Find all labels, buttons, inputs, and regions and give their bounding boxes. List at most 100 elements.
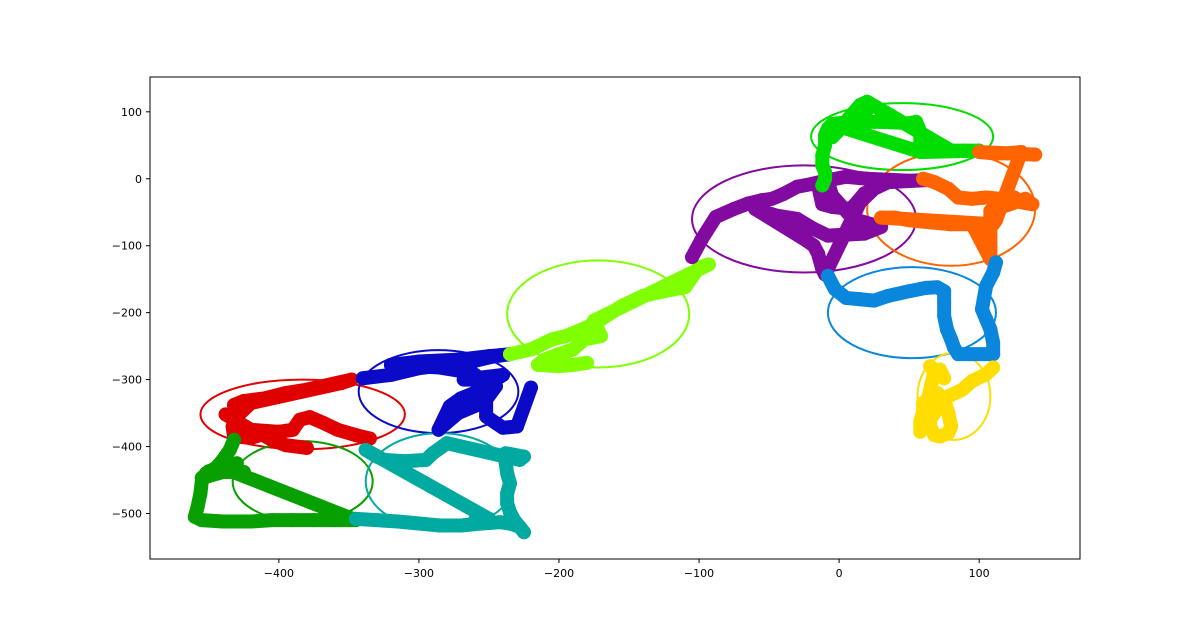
y-tick-label: −400 <box>112 441 142 454</box>
series-2-point-18 <box>530 357 545 372</box>
series-3-point-13 <box>902 173 917 188</box>
series-3-point-31 <box>748 201 763 216</box>
series-1-point-24 <box>479 392 494 407</box>
series-4-point-28 <box>930 143 945 158</box>
y-tick-label: −200 <box>112 307 142 320</box>
series-3-point-1 <box>694 232 709 247</box>
series-2-point-15 <box>565 342 580 357</box>
series-3-point-8 <box>790 179 805 194</box>
series-6-point-21 <box>979 278 994 293</box>
series-4-point-10 <box>874 114 889 129</box>
series-3-point-0 <box>685 250 700 265</box>
series-9-point-21 <box>439 436 454 451</box>
series-2-point-21 <box>579 355 594 370</box>
series-4-point-24 <box>944 143 959 158</box>
series-1-point-28 <box>509 419 524 434</box>
series-0-point-3 <box>255 427 270 442</box>
series-9-point-20 <box>512 452 527 467</box>
x-tick-label: −100 <box>684 567 714 580</box>
series-5-point-29 <box>1028 147 1043 162</box>
series-4-point-21 <box>825 130 840 145</box>
series-7-point-23 <box>923 359 938 374</box>
series-5-point-13 <box>983 228 998 243</box>
y-axis: −500 −400 −300 −200 −100 0 100 <box>112 106 150 520</box>
series-0-point-25 <box>330 422 345 437</box>
series-6-ellipse <box>826 266 997 360</box>
series-0-point-11 <box>278 385 293 400</box>
series-0-point-16 <box>243 396 258 411</box>
series-1-point-29 <box>523 380 538 395</box>
series-5-point-6 <box>993 191 1008 206</box>
series-6-point-15 <box>951 347 966 362</box>
x-tick-label: −400 <box>264 567 294 580</box>
series-6-point-20 <box>974 302 989 317</box>
series-3-point-38 <box>867 181 882 196</box>
x-tick-label: −200 <box>544 567 574 580</box>
series-1-point-11 <box>432 360 447 375</box>
series-5-point-10 <box>1018 191 1033 206</box>
series-3-point-37 <box>853 195 868 210</box>
series-4-point-3 <box>815 158 830 173</box>
series-6-point-4 <box>867 293 882 308</box>
series-7-point-12 <box>944 419 959 434</box>
series-7-point-19 <box>913 424 928 439</box>
series-6-point-0 <box>820 268 835 283</box>
series-9-point-4 <box>432 518 447 533</box>
series-0-point-13 <box>320 377 335 392</box>
series-6-point-1 <box>827 282 842 297</box>
series-8-point-14 <box>306 513 321 528</box>
series-0-point-15 <box>334 375 349 390</box>
series-8-point-12 <box>264 513 279 528</box>
series-1-point-25 <box>479 409 494 424</box>
series-1-point-0 <box>355 371 370 386</box>
series-9-point-3 <box>411 516 426 531</box>
series-0-point-17 <box>229 409 244 424</box>
series-8-point-21 <box>201 464 216 479</box>
series-4-point-13 <box>913 124 928 139</box>
series-1-point-17 <box>453 391 468 406</box>
y-tick-label: −300 <box>112 374 142 387</box>
series-8-point-1 <box>222 442 237 457</box>
series-4-point-27 <box>916 144 931 159</box>
series-2-point-0 <box>502 347 517 362</box>
plot-frame <box>149 76 1081 560</box>
series-9-point-28 <box>481 511 496 526</box>
series-9-point-2 <box>390 514 405 529</box>
series-5-point-22 <box>874 210 889 225</box>
series-9-point-5 <box>453 518 468 533</box>
series-2-point-1 <box>523 342 538 357</box>
series-1-point-1 <box>383 367 398 382</box>
series-2-point-9 <box>678 280 693 295</box>
series-6-point-7 <box>918 280 933 295</box>
series-2-point-16 <box>551 347 566 362</box>
series-6-point-11 <box>937 308 952 323</box>
series-1-point-15 <box>495 367 510 382</box>
series-6-point-17 <box>986 335 1001 350</box>
series-3-point-32 <box>797 232 812 247</box>
series-6-point-2 <box>839 290 854 305</box>
series-2-point-2 <box>544 332 559 347</box>
series-3-point-2 <box>708 209 723 224</box>
series-5-point-20 <box>902 213 917 228</box>
series-3-point-28 <box>806 221 821 236</box>
series-5-point-21 <box>888 210 903 225</box>
series-7-point-2 <box>965 373 980 388</box>
series-6-point-5 <box>881 288 896 303</box>
series-9-point-27 <box>358 442 373 457</box>
series-3-point-30 <box>769 208 784 223</box>
series-0-point-20 <box>271 424 286 439</box>
series-8-point-19 <box>215 464 230 479</box>
series-9-point-18 <box>498 446 513 461</box>
x-tick-label: 0 <box>836 567 843 580</box>
series-4-point-23 <box>860 94 875 109</box>
series-5-point-28 <box>972 144 987 159</box>
series-5-point-17 <box>965 217 980 232</box>
series-6-point-6 <box>902 284 917 299</box>
series-3-point-7 <box>776 187 791 202</box>
series-5-point-1 <box>927 175 942 190</box>
series-4-point-25 <box>958 143 973 158</box>
series-0-point-21 <box>285 422 300 437</box>
series-8-point-6 <box>193 486 208 501</box>
series-2-point-14 <box>577 332 592 347</box>
